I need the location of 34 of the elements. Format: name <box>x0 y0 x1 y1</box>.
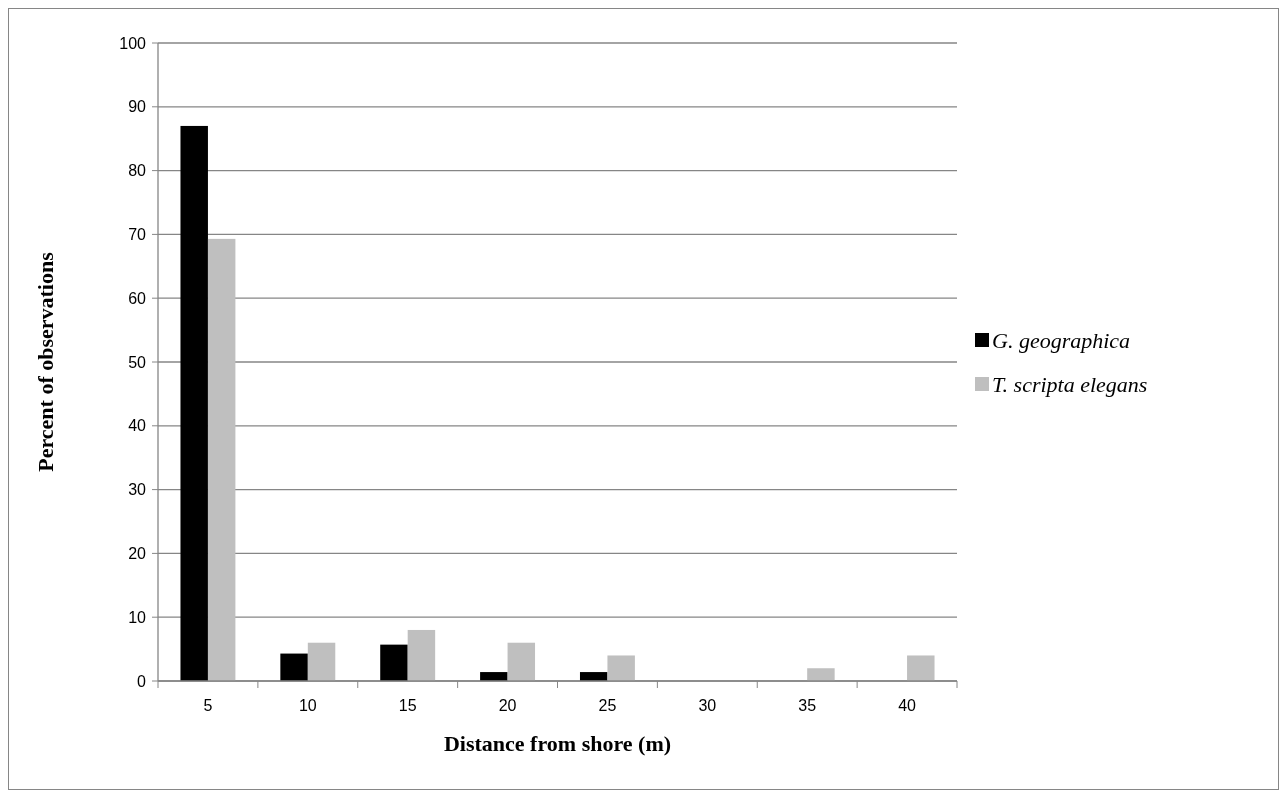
bar <box>407 629 436 681</box>
y-tick-label: 80 <box>128 162 147 180</box>
bar <box>380 644 408 681</box>
bar <box>280 653 308 681</box>
x-tick-label: 30 <box>698 697 717 714</box>
y-tick-label: 50 <box>128 353 147 371</box>
legend-label: G. geographica <box>992 327 1131 353</box>
bar <box>480 672 508 681</box>
x-tick-label: 10 <box>298 697 317 714</box>
y-tick-label: 30 <box>128 481 147 499</box>
x-tick-label: 20 <box>498 697 517 714</box>
x-tick-label: 15 <box>398 697 417 714</box>
bar <box>180 125 208 681</box>
x-tick-label: 25 <box>598 697 617 714</box>
bar <box>807 668 835 681</box>
y-tick-label: 0 <box>137 672 147 690</box>
y-tick-label: 90 <box>128 98 147 116</box>
legend-label: T. scripta elegans <box>992 371 1148 397</box>
y-tick-label: 70 <box>128 226 147 243</box>
y-tick-label: 100 <box>119 34 147 52</box>
y-axis-title: Percent of observations <box>33 251 58 472</box>
bar <box>607 655 635 681</box>
y-tick-label: 20 <box>128 545 147 562</box>
bar <box>207 238 236 681</box>
x-axis-title: Distance from shore (m) <box>443 731 672 756</box>
bar <box>907 655 935 681</box>
y-tick-label: 60 <box>128 289 147 307</box>
x-tick-label: 40 <box>898 697 917 714</box>
x-tick-label: 35 <box>798 697 817 714</box>
bar <box>507 642 536 681</box>
x-tick-label: 5 <box>203 697 213 714</box>
bar <box>307 642 336 681</box>
y-tick-label: 10 <box>128 608 147 626</box>
y-tick-label: 40 <box>128 417 147 435</box>
